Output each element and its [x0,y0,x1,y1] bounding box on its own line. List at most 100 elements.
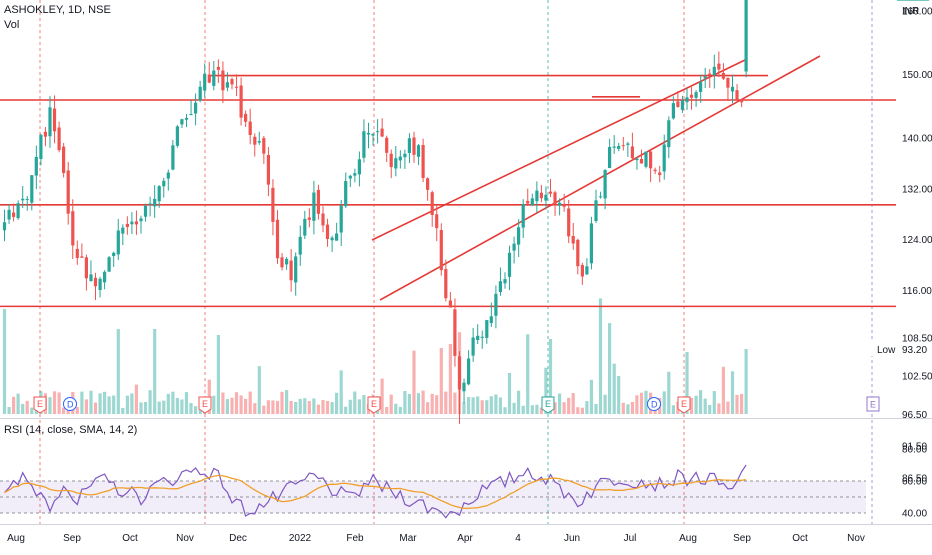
candle-body [180,119,183,124]
candle-body [485,320,488,338]
volume-bar [149,390,152,414]
volume-bar [240,395,243,414]
candle-body [526,201,529,204]
candle-body [99,279,102,290]
volume-bar [312,399,315,415]
candle-body [144,206,147,217]
volume-bar [435,395,438,414]
candle-body [590,223,593,263]
candle-body [62,147,65,173]
candle-body [189,114,192,115]
time-tick-label: Nov [176,533,194,544]
candle-body [745,0,748,72]
earnings-marker-label: E [37,399,43,409]
volume-bar [135,385,138,414]
volume-bar [48,397,51,414]
trend-channel-upper [372,60,745,240]
volume-bar [21,404,24,414]
candle-body [408,138,411,153]
earnings-marker-label: E [202,399,208,409]
volume-bar [499,398,502,415]
volume-bar [672,405,675,414]
candle-body [385,138,388,153]
candle-body [453,309,456,356]
candle-body [644,152,647,167]
volume-bar [535,405,538,414]
rsi-label: RSI (14, close, SMA, 14, 2) [4,424,137,436]
candle-body [654,170,657,171]
volume-bar [740,394,743,414]
volume-bar [358,399,361,414]
candle-body [121,228,124,234]
volume-bar [635,395,638,414]
candle-body [690,95,693,98]
candle-body [253,137,256,145]
candle-body [308,218,311,220]
volume-bar [576,407,579,414]
dividend-marker-label: D [651,400,658,410]
volume-bar [617,376,620,414]
candle-body [462,383,465,392]
candle-body [240,86,243,118]
volume-bar [513,403,516,414]
volume-bar [699,390,702,414]
volume-bar [622,403,625,414]
candle-body [185,118,188,120]
volume-bar [303,398,306,414]
time-tick-label: 4 [515,533,521,544]
volume-bar [567,398,570,414]
volume-bar [189,403,192,414]
volume-bar [244,399,247,414]
candle-body [30,175,33,203]
candle-body [531,198,534,205]
rsi-tick-label: 60.00 [902,477,927,488]
candle-body [230,79,233,84]
volume-bar [394,404,397,414]
candle-body [271,188,274,222]
candle-body [672,103,675,118]
volume-bar [517,391,520,414]
candle-body [212,71,215,86]
volume-bar [267,400,270,414]
volume-bar [426,402,429,414]
volume-bar [344,407,347,414]
candle-body [312,193,315,221]
candle-body [367,133,370,135]
candle-body [640,159,643,163]
price-axis-panel [867,0,932,550]
candle-body [544,195,547,201]
candle-body [276,220,279,258]
candle-body [631,147,634,159]
candle-body [226,82,229,88]
volume-bar [467,397,470,414]
volume-bar [285,390,288,414]
price-tick-label: 150.00 [902,70,932,81]
candle-body [431,192,434,215]
volume-bar [112,396,115,415]
price-tick-label: 116.00 [902,286,932,297]
volume-bar [695,396,698,414]
volume-bar [663,391,666,414]
candle-body [108,257,111,272]
volume-bar [249,392,252,414]
volume-bar [99,393,102,414]
volume-bar [271,400,274,414]
candle-body [508,253,511,277]
candle-body [44,132,47,137]
volume-bar [462,402,465,414]
time-tick-label: Dec [229,533,247,544]
volume-bar [590,380,593,414]
volume-bar [608,323,611,414]
volume-bar [353,392,356,415]
volume-bar [130,393,133,414]
volume-bar [631,402,634,414]
candle-body [194,103,197,114]
volume-bar [599,298,602,414]
time-tick-label: Nov [847,533,865,544]
volume-bar [139,402,142,414]
symbol-title: ASHOKLEY, 1D, NSE [4,3,111,18]
volume-bar [581,408,584,414]
time-tick-label: 2022 [289,533,312,544]
